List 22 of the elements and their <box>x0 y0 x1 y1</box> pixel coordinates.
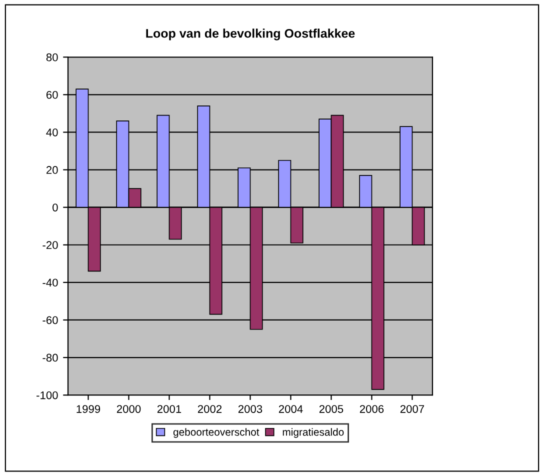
y-tick-label: -40 <box>42 278 58 287</box>
y-tick-label: -80 <box>42 354 58 362</box>
x-tick-label: 2003 <box>238 405 262 413</box>
x-tick-label: 2000 <box>116 405 141 413</box>
y-tick-label: -20 <box>42 241 58 250</box>
y-tick-label: -100 <box>36 391 58 400</box>
legend-label: migratiesaldo <box>282 428 344 438</box>
y-tick-label: 20 <box>46 166 58 174</box>
x-tick-label: 1999 <box>76 405 100 413</box>
chart-title: Loop van de bevolking Oostflakkee <box>146 28 355 40</box>
y-tick-label: -60 <box>42 316 58 324</box>
x-tick-label: 2004 <box>278 405 303 413</box>
legend-label: geboorteoverschot <box>173 428 260 438</box>
y-tick-label: 80 <box>46 53 58 62</box>
x-tick-label: 2006 <box>360 405 384 413</box>
x-tick-label: 2001 <box>157 405 182 413</box>
y-tick-label: 60 <box>46 90 58 99</box>
x-tick-label: 2007 <box>400 405 424 413</box>
x-tick-label: 2002 <box>198 405 222 413</box>
y-tick-label: 40 <box>46 128 58 136</box>
x-tick-label: 2005 <box>319 405 344 413</box>
y-tick-label: 0 <box>52 204 58 212</box>
